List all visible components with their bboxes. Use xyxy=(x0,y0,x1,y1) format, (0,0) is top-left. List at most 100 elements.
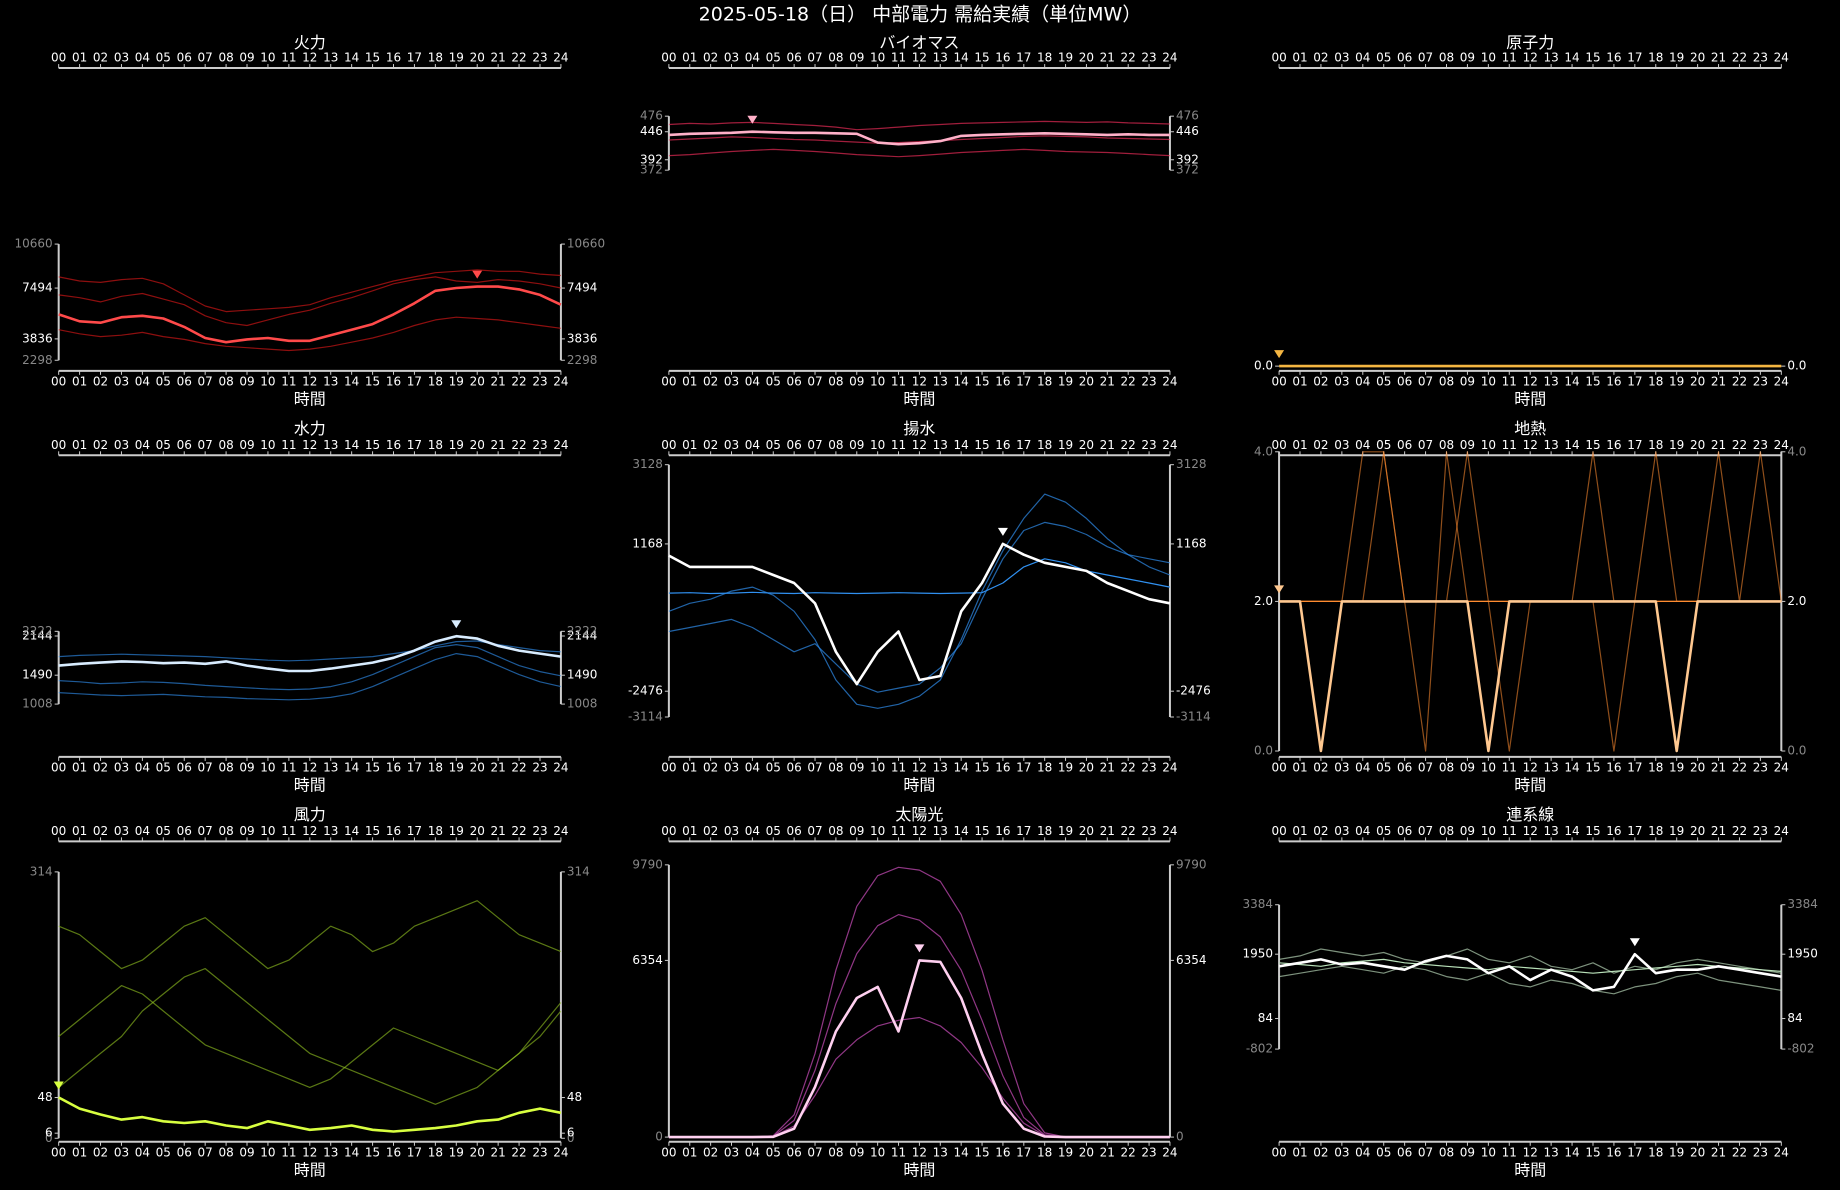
x-tick-label: 05 xyxy=(156,374,171,388)
y-tick-label: 48 xyxy=(37,1090,52,1104)
x-tick-label: 05 xyxy=(766,824,781,838)
x-tick-label: 10 xyxy=(870,374,885,388)
x-tick-label: 06 xyxy=(1397,374,1412,388)
x-tick-label: 15 xyxy=(1585,374,1600,388)
series-line xyxy=(58,644,562,691)
y-tick-label: 446 xyxy=(1176,124,1199,138)
x-tick-label: 18 xyxy=(1648,1145,1663,1159)
y-tick-label: 6354 xyxy=(632,953,663,967)
x-tick-label: 22 xyxy=(1732,760,1747,774)
x-axis-label: 時間 xyxy=(1514,775,1546,794)
x-tick-label: 16 xyxy=(386,824,401,838)
series-line xyxy=(58,269,561,313)
x-tick-label: 12 xyxy=(1523,760,1538,774)
peak-marker xyxy=(53,1081,64,1090)
x-tick-label: 13 xyxy=(323,438,338,452)
x-axis-label: 時間 xyxy=(294,1160,326,1179)
x-tick-label: 07 xyxy=(807,438,822,452)
x-tick-label: 01 xyxy=(682,51,697,65)
peak-marker xyxy=(997,527,1008,536)
x-tick-label: 24 xyxy=(1162,824,1177,838)
x-tick-label: 14 xyxy=(344,1145,359,1159)
x-tick-label: 17 xyxy=(1627,374,1642,388)
x-tick-label: 03 xyxy=(114,438,129,452)
series-line xyxy=(58,985,562,1088)
x-tick-label: 10 xyxy=(1481,1145,1496,1159)
x-tick-label: 09 xyxy=(849,374,864,388)
x-tick-label: 13 xyxy=(1543,824,1558,838)
x-tick-label: 14 xyxy=(1564,1145,1579,1159)
y-tick-label: 1008 xyxy=(567,697,598,711)
x-tick-label: 20 xyxy=(1079,760,1094,774)
y-tick-label: 1950 xyxy=(1243,947,1274,961)
x-tick-label: 11 xyxy=(891,824,906,838)
series-line xyxy=(668,148,1170,158)
series-line xyxy=(668,135,1170,144)
x-tick-label: 16 xyxy=(1606,824,1621,838)
x-tick-label: 12 xyxy=(912,438,927,452)
x-tick-label: 01 xyxy=(682,1145,697,1159)
y-tick-label: 84 xyxy=(1258,1011,1273,1025)
x-tick-label: 14 xyxy=(1564,824,1579,838)
x-tick-label: 22 xyxy=(1121,374,1136,388)
x-tick-label: 00 xyxy=(661,824,676,838)
panel-title: バイオマス xyxy=(879,33,959,52)
x-tick-label: 19 xyxy=(449,1145,464,1159)
y-tick-label: 3128 xyxy=(632,457,663,471)
x-tick-label: 19 xyxy=(1058,374,1073,388)
x-tick-label: 09 xyxy=(239,824,254,838)
x-tick-label: 02 xyxy=(703,51,718,65)
x-axis-label: 時間 xyxy=(903,1160,935,1179)
x-tick-label: 12 xyxy=(302,51,317,65)
x-tick-label: 05 xyxy=(1376,1145,1391,1159)
y-tick-label: 392 xyxy=(640,152,663,166)
peak-marker xyxy=(1274,585,1285,594)
x-tick-label: 03 xyxy=(1334,824,1349,838)
x-tick-label: 04 xyxy=(745,374,760,388)
x-tick-label: 17 xyxy=(407,760,422,774)
x-tick-label: 15 xyxy=(365,374,380,388)
x-tick-label: 09 xyxy=(1460,760,1475,774)
x-tick-label: 13 xyxy=(323,824,338,838)
x-tick-label: 10 xyxy=(260,1145,275,1159)
panel-title: 太陽光 xyxy=(895,805,943,824)
x-tick-label: 20 xyxy=(470,51,485,65)
x-tick-label: 23 xyxy=(1141,374,1156,388)
x-tick-label: 10 xyxy=(260,438,275,452)
peak-marker xyxy=(747,115,758,124)
x-tick-label: 21 xyxy=(1100,1145,1115,1159)
x-tick-label: 14 xyxy=(954,438,969,452)
x-tick-label: 13 xyxy=(933,760,948,774)
x-axis-label: 時間 xyxy=(294,389,326,408)
x-tick-label: 07 xyxy=(807,51,822,65)
x-tick-label: 00 xyxy=(1271,374,1286,388)
x-tick-label: 12 xyxy=(302,824,317,838)
x-tick-label: 05 xyxy=(1376,824,1391,838)
x-tick-label: 03 xyxy=(724,438,739,452)
x-tick-label: 01 xyxy=(682,374,697,388)
x-tick-label: 07 xyxy=(807,760,822,774)
x-tick-label: 08 xyxy=(1439,51,1454,65)
series-line xyxy=(668,542,1171,686)
x-tick-label: 03 xyxy=(1334,438,1349,452)
x-tick-label: 24 xyxy=(1774,760,1789,774)
x-tick-label: 16 xyxy=(386,1145,401,1159)
x-tick-label: 21 xyxy=(1100,374,1115,388)
x-tick-label: 17 xyxy=(1627,824,1642,838)
x-tick-label: 24 xyxy=(1162,1145,1177,1159)
x-tick-label: 10 xyxy=(870,1145,885,1159)
y-tick-label: 3836 xyxy=(22,331,53,345)
x-tick-label: 16 xyxy=(995,374,1010,388)
x-tick-label: 07 xyxy=(198,51,213,65)
x-tick-label: 00 xyxy=(661,51,676,65)
x-tick-label: 02 xyxy=(703,824,718,838)
x-tick-label: 05 xyxy=(156,824,171,838)
x-tick-label: 04 xyxy=(135,824,150,838)
x-tick-label: 18 xyxy=(1037,374,1052,388)
x-tick-label: 12 xyxy=(302,438,317,452)
x-tick-label: 05 xyxy=(1376,51,1391,65)
x-tick-label: 01 xyxy=(72,1145,87,1159)
